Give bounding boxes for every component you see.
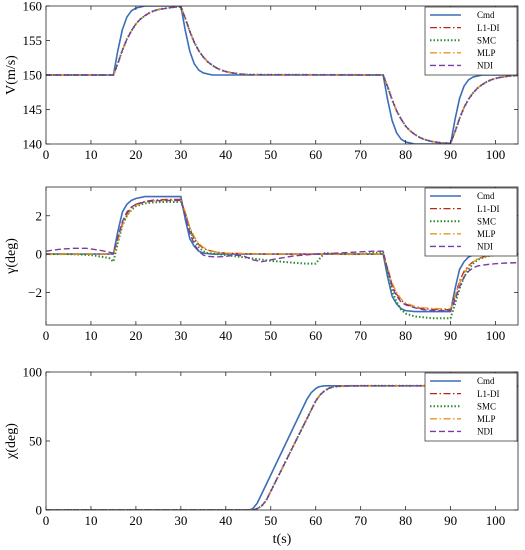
series-line-ndi (46, 385, 518, 510)
x-tick-label: 50 (264, 328, 277, 343)
y-tick-label: 150 (23, 68, 43, 83)
plot-frame (45, 186, 519, 326)
x-tick-label: 20 (129, 147, 142, 162)
x-tick-label: 90 (444, 328, 457, 343)
legend-box (424, 6, 518, 76)
x-tick-label: 90 (444, 147, 457, 162)
chart-chi: 0 10 20 30 40 50 60 70 80 90 100 0 50 100 χ(deg) Cmd L1-… (4, 365, 519, 528)
y-tick-label: 50 (29, 434, 42, 449)
legend-label: NDI (477, 242, 493, 252)
x-tick-label: 60 (309, 328, 322, 343)
series-group (46, 195, 518, 320)
x-tick-label: 50 (264, 147, 277, 162)
legend-label: L1-DI (477, 204, 500, 214)
y-tick-label: 140 (23, 137, 43, 152)
legend-label: Cmd (477, 191, 495, 201)
y-tick-label: −2 (28, 285, 42, 300)
x-tick-label: 30 (174, 147, 187, 162)
legend: Cmd L1-DI SMC MLP NDI (424, 6, 518, 76)
y-tick-label: 0 (36, 503, 43, 518)
legend-label: SMC (477, 401, 496, 411)
legend-box (424, 187, 518, 257)
series-line-ndi (46, 199, 518, 312)
x-tick-label: 40 (219, 513, 232, 528)
legend-label: NDI (477, 61, 493, 71)
legend-box (424, 372, 518, 442)
x-tick-label: 60 (309, 147, 322, 162)
series-line-cmd (46, 195, 518, 313)
x-tick-label: 80 (399, 328, 412, 343)
x-tick-label: 80 (399, 513, 412, 528)
y-tick-label: 145 (23, 102, 43, 117)
x-tick-label: 100 (486, 328, 506, 343)
y-axis-label: V(m/s) (4, 55, 19, 95)
x-tick-label: 20 (129, 328, 142, 343)
legend-label: L1-DI (477, 389, 500, 399)
x-tick-label: 50 (264, 513, 277, 528)
x-tick-label: 90 (444, 513, 457, 528)
x-axis-label: t(s) (273, 532, 292, 547)
series-line-l1-di (46, 198, 518, 311)
x-tick-label: 70 (354, 328, 367, 343)
x-tick-label: 70 (354, 147, 367, 162)
legend-label: NDI (477, 427, 493, 437)
legend-label: MLP (477, 229, 496, 239)
series-line-cmd (46, 6, 518, 144)
legend: Cmd L1-DI SMC MLP NDI (424, 187, 518, 257)
x-tick-label: 40 (219, 147, 232, 162)
x-tick-label: 0 (43, 328, 50, 343)
x-tick-label: 10 (84, 513, 97, 528)
legend-label: SMC (477, 35, 496, 45)
legend-label: MLP (477, 414, 496, 424)
x-tick-label: 20 (129, 513, 142, 528)
series-line-mlp (46, 199, 518, 310)
x-tick-label: 80 (399, 147, 412, 162)
chart-V: 0 10 20 30 40 50 60 70 80 90 100 140 145 150 155 160 V(m… (4, 0, 519, 162)
y-tick-label: 160 (23, 0, 43, 14)
x-tick-label: 30 (174, 513, 187, 528)
y-tick-label: 155 (23, 33, 43, 48)
x-tick-label: 10 (84, 147, 97, 162)
legend-label: SMC (477, 216, 496, 226)
x-tick-label: 100 (486, 513, 506, 528)
series-line-smc (46, 200, 518, 320)
y-axis-label: χ(deg) (4, 423, 19, 460)
x-tick-label: 0 (43, 147, 50, 162)
y-tick-label: 0 (36, 247, 43, 262)
x-tick-label: 70 (354, 513, 367, 528)
legend-label: MLP (477, 48, 496, 58)
legend-label: L1-DI (477, 23, 500, 33)
x-tick-label: 30 (174, 328, 187, 343)
series-line-ndi (46, 6, 518, 144)
y-axis-label: γ(deg) (4, 238, 19, 275)
series-group (46, 6, 518, 144)
x-tick-label: 0 (43, 513, 50, 528)
legend-label: Cmd (477, 10, 495, 20)
y-tick-label: 2 (36, 208, 43, 223)
legend: Cmd L1-DI SMC MLP NDI (424, 372, 518, 442)
x-tick-label: 100 (486, 147, 506, 162)
x-tick-label: 40 (219, 328, 232, 343)
x-tick-label: 60 (309, 513, 322, 528)
y-tick-label: 100 (23, 365, 43, 380)
chart-gamma: 0 10 20 30 40 50 60 70 80 90 100 −2 0 2 γ(deg) Cmd L1-DI… (4, 186, 519, 343)
x-tick-label: 10 (84, 328, 97, 343)
legend-label: Cmd (477, 376, 495, 386)
